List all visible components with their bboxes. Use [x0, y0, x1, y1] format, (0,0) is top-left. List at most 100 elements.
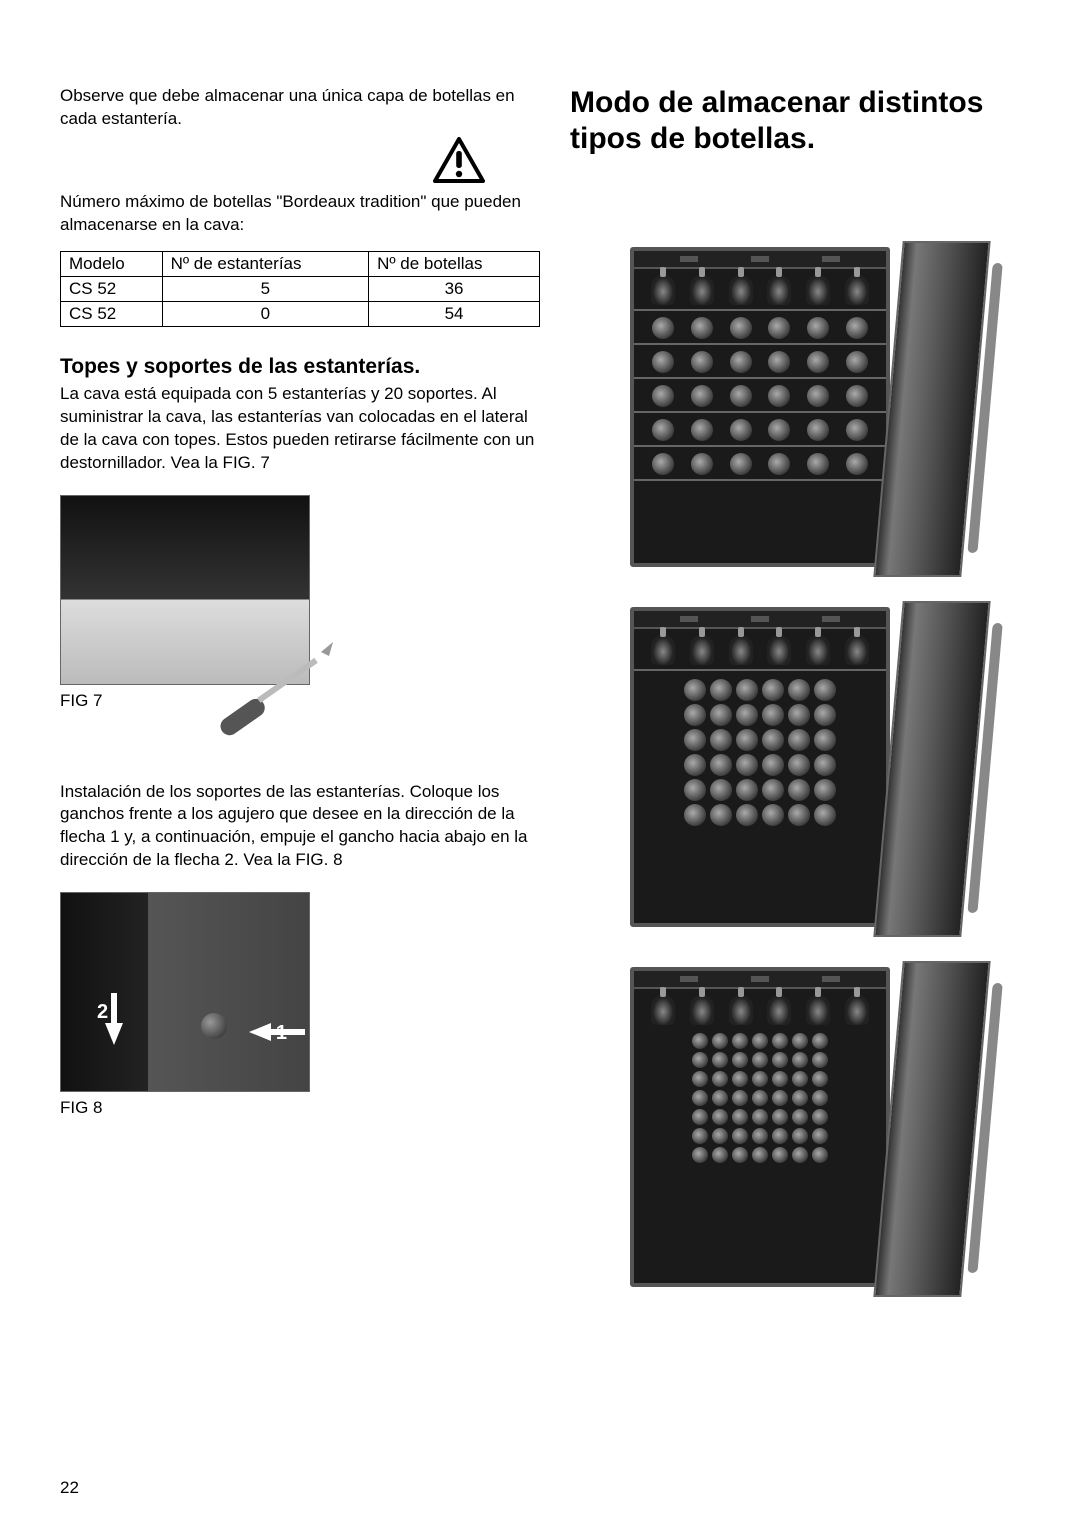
bottle-side-icon [846, 385, 868, 407]
bottle-side-icon [788, 679, 810, 701]
bottle-side-icon [684, 754, 706, 776]
table-row: CS 52054 [61, 301, 540, 326]
bottle-side-icon [710, 804, 732, 826]
bottle-side-icon [807, 385, 829, 407]
bottle-side-icon [768, 385, 790, 407]
bottle-side-icon [772, 1071, 788, 1087]
table-cell: CS 52 [61, 276, 163, 301]
bottle-side-icon [752, 1109, 768, 1125]
bottle-side-icon [807, 317, 829, 339]
bottle-side-icon [762, 779, 784, 801]
bottle-side-icon [762, 729, 784, 751]
bottle-side-icon [736, 779, 758, 801]
bottle-top-icon [651, 995, 675, 1025]
bottle-stack [634, 671, 886, 835]
bottle-side-icon [736, 729, 758, 751]
table-body: CS 52536CS 52054 [61, 276, 540, 326]
bottle-side-icon [807, 419, 829, 441]
bottle-side-icon [752, 1090, 768, 1106]
bottle-side-icon [692, 1052, 708, 1068]
bottle-side-icon [792, 1052, 808, 1068]
bottle-side-icon [691, 317, 713, 339]
arrow-down-icon [105, 1023, 123, 1045]
bottle-side-icon [814, 729, 836, 751]
bottle-side-icon [814, 804, 836, 826]
bottle-side-icon [692, 1128, 708, 1144]
bottle-side-icon [736, 679, 758, 701]
bottle-side-icon [710, 704, 732, 726]
bottle-top-icon [729, 275, 753, 305]
bottle-side-icon [736, 804, 758, 826]
bottle-side-icon [730, 419, 752, 441]
bottle-side-icon [768, 419, 790, 441]
bottle-side-icon [792, 1147, 808, 1163]
figure-8-image: 2 1 [60, 892, 310, 1092]
coolers-container [570, 247, 1050, 1287]
bottle-side-icon [732, 1071, 748, 1087]
bottle-side-icon [792, 1033, 808, 1049]
cooler-door [873, 961, 990, 1297]
cooler-illustration [630, 607, 990, 927]
figure-7-image [60, 495, 310, 685]
bottle-side-icon [768, 317, 790, 339]
bottle-side-icon [691, 385, 713, 407]
bottle-side-icon [712, 1128, 728, 1144]
bottle-side-icon [772, 1033, 788, 1049]
shelf-stops-heading: Topes y soportes de las estanterías. [60, 355, 540, 379]
bottle-side-icon [684, 779, 706, 801]
arrow-left-icon [249, 1023, 271, 1041]
control-panel [634, 611, 886, 629]
bottle-top-icon [845, 635, 869, 665]
bottle-side-icon [710, 679, 732, 701]
bottle-side-icon [652, 453, 674, 475]
bottle-side-icon [812, 1090, 828, 1106]
figure-8: 2 1 FIG 8 [60, 892, 540, 1118]
bottle-top-icon [806, 635, 830, 665]
bottle-side-icon [692, 1071, 708, 1087]
bottle-top-icon [729, 635, 753, 665]
bottle-row [634, 629, 886, 671]
bottle-side-icon [712, 1033, 728, 1049]
control-panel [634, 971, 886, 989]
table-header-bottles: Nº de botellas [369, 251, 540, 276]
bottle-side-icon [792, 1090, 808, 1106]
bottle-side-icon [691, 351, 713, 373]
table-cell: 0 [162, 301, 369, 326]
bottle-side-icon [732, 1033, 748, 1049]
warning-icon [433, 137, 485, 183]
bottle-top-icon [690, 995, 714, 1025]
install-paragraph: Instalación de los soportes de las estan… [60, 781, 540, 873]
page-number: 22 [60, 1478, 79, 1498]
table-cell: 5 [162, 276, 369, 301]
table-row: CS 52536 [61, 276, 540, 301]
bottle-side-icon [732, 1052, 748, 1068]
bottle-side-icon [814, 679, 836, 701]
bottle-top-icon [690, 635, 714, 665]
bottle-side-icon [812, 1109, 828, 1125]
bottle-side-icon [712, 1147, 728, 1163]
table-header-model: Modelo [61, 251, 163, 276]
figure-7: FIG 7 [60, 495, 540, 711]
bottle-side-icon [772, 1147, 788, 1163]
bottle-side-icon [814, 779, 836, 801]
bottle-side-icon [692, 1147, 708, 1163]
bottle-side-icon [736, 754, 758, 776]
bottle-side-icon [712, 1071, 728, 1087]
bottle-side-icon [792, 1071, 808, 1087]
bottle-side-icon [732, 1090, 748, 1106]
bottle-side-icon [772, 1109, 788, 1125]
bottle-side-icon [736, 704, 758, 726]
bottle-side-icon [752, 1071, 768, 1087]
bordeaux-paragraph: Número máximo de botellas "Bordeaux trad… [60, 191, 540, 237]
bottle-side-icon [752, 1052, 768, 1068]
bottle-side-icon [752, 1147, 768, 1163]
bottle-side-icon [846, 351, 868, 373]
bottle-side-icon [710, 779, 732, 801]
bottle-top-icon [806, 275, 830, 305]
bottle-side-icon [730, 453, 752, 475]
bottle-side-icon [762, 704, 784, 726]
bottle-side-icon [712, 1090, 728, 1106]
control-panel [634, 251, 886, 269]
bottle-side-icon [752, 1033, 768, 1049]
bottle-row [634, 447, 886, 481]
